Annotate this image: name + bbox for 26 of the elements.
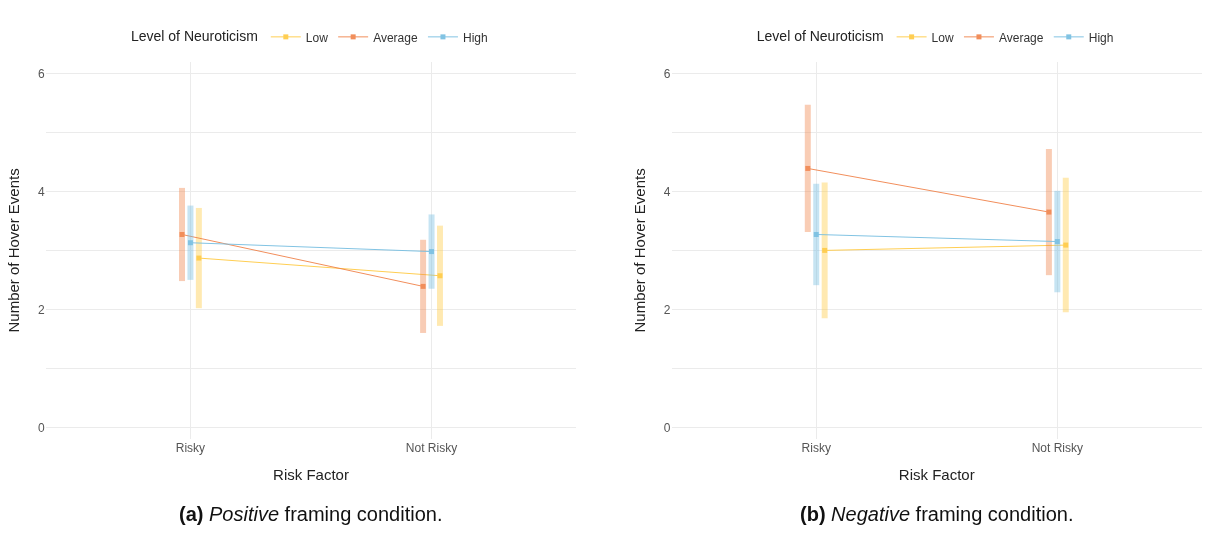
y-tick-label: 4 [38,184,46,199]
legend-label: High [462,30,488,45]
legend-title: Level of Neuroticism [756,27,884,44]
y-tick-label: 6 [663,66,671,81]
x-axis-title: Risk Factor [898,466,975,484]
y-tick-label: 2 [663,302,671,317]
y-tick-label: 2 [38,302,46,317]
y-tick-label: 0 [38,420,46,435]
x-tick-label: Risky [801,441,831,456]
legend-label: Low [931,30,954,45]
y-axis-title: Number of Hover Events [5,168,23,333]
text: (a) Positive framing condition. [179,503,443,525]
x-axis-title: Risk Factor [273,466,349,484]
y-tick-label: 6 [38,66,46,81]
legend-label: Average [373,30,418,45]
legend-label: High [1088,30,1114,45]
text: (b) Negative framing condition. [800,503,1074,525]
x-tick-label: Not Risky [1031,441,1083,456]
y-tick-label: 0 [663,420,671,435]
x-tick-label: Not Risky [405,441,458,456]
legend-label: Average [998,30,1044,45]
x-tick-label: Risky [175,441,206,456]
legend-title: Level of Neuroticism [130,27,258,44]
y-tick-label: 4 [663,184,671,199]
legend-label: Low [305,30,329,45]
y-axis-title: Number of Hover Events [631,168,649,333]
